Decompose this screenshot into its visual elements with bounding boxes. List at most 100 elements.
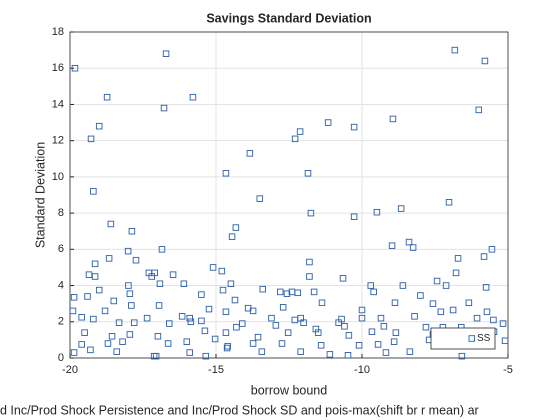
point — [128, 302, 135, 309]
point — [162, 50, 170, 57]
point — [358, 306, 366, 314]
point — [358, 314, 366, 322]
point — [294, 289, 302, 297]
point — [78, 314, 85, 321]
point — [222, 308, 230, 316]
point — [155, 302, 163, 309]
point — [148, 273, 156, 280]
point — [143, 314, 151, 322]
point — [283, 290, 291, 297]
point — [397, 205, 405, 212]
point — [186, 314, 193, 322]
point — [317, 342, 325, 349]
point — [368, 328, 376, 335]
point — [202, 352, 210, 360]
y-tick-label: 8 — [58, 207, 64, 219]
point — [249, 307, 257, 315]
point — [178, 313, 186, 320]
point — [81, 329, 88, 336]
point — [483, 308, 491, 316]
point — [391, 299, 399, 307]
point — [107, 220, 115, 228]
point — [339, 275, 347, 282]
point — [306, 273, 313, 280]
point — [411, 313, 418, 320]
point — [189, 93, 197, 101]
point — [91, 260, 99, 268]
point — [297, 348, 304, 355]
point — [183, 338, 191, 345]
point — [125, 282, 132, 289]
point — [228, 233, 236, 240]
y-tick-label: 0 — [58, 352, 64, 364]
point — [473, 314, 481, 322]
point — [392, 329, 400, 336]
point — [95, 286, 103, 294]
point — [445, 198, 453, 206]
chart-title: Savings Standard Deviation — [206, 11, 371, 25]
point — [87, 346, 94, 354]
point — [433, 277, 441, 285]
y-tick-label: 16 — [52, 62, 64, 74]
point — [341, 323, 348, 330]
point — [345, 332, 353, 339]
point — [318, 299, 326, 307]
y-tick-label: 4 — [58, 279, 64, 291]
point — [499, 320, 507, 327]
point — [465, 299, 473, 307]
point — [87, 135, 95, 143]
point — [417, 292, 424, 299]
point — [211, 335, 219, 343]
legend-box — [430, 327, 496, 350]
point — [227, 280, 235, 287]
point — [85, 271, 93, 278]
point — [442, 282, 450, 289]
point — [209, 264, 217, 271]
point — [451, 46, 459, 54]
point — [291, 135, 299, 143]
point — [284, 329, 292, 336]
point — [382, 349, 390, 356]
point — [268, 314, 275, 322]
point — [406, 348, 414, 355]
point — [103, 93, 111, 101]
point — [70, 349, 78, 356]
point — [222, 170, 230, 177]
point — [105, 255, 113, 262]
point — [78, 341, 85, 348]
point — [481, 57, 489, 65]
point — [326, 351, 334, 358]
point — [373, 208, 381, 216]
point — [113, 348, 120, 355]
point — [259, 285, 266, 293]
point — [205, 305, 213, 313]
y-axis-label: Standard Deviation — [33, 142, 47, 248]
point — [279, 304, 287, 311]
point — [390, 338, 398, 345]
x-axis-label: borrow bound — [251, 383, 327, 397]
point — [231, 296, 239, 304]
point — [254, 333, 262, 341]
point — [458, 352, 466, 360]
point — [218, 267, 226, 275]
point — [344, 352, 352, 359]
x-tick-label: -15 — [208, 364, 224, 376]
point — [115, 319, 123, 326]
point — [399, 282, 407, 289]
point — [233, 323, 240, 331]
point — [377, 314, 385, 322]
point — [128, 227, 136, 235]
y-tick-label: 14 — [52, 98, 64, 110]
point — [490, 316, 497, 324]
point — [314, 329, 322, 336]
point — [219, 286, 227, 294]
point — [90, 315, 97, 323]
point — [186, 349, 193, 356]
point — [278, 340, 286, 347]
point — [355, 342, 363, 349]
point — [449, 306, 457, 314]
point — [132, 256, 140, 264]
point — [258, 348, 266, 355]
